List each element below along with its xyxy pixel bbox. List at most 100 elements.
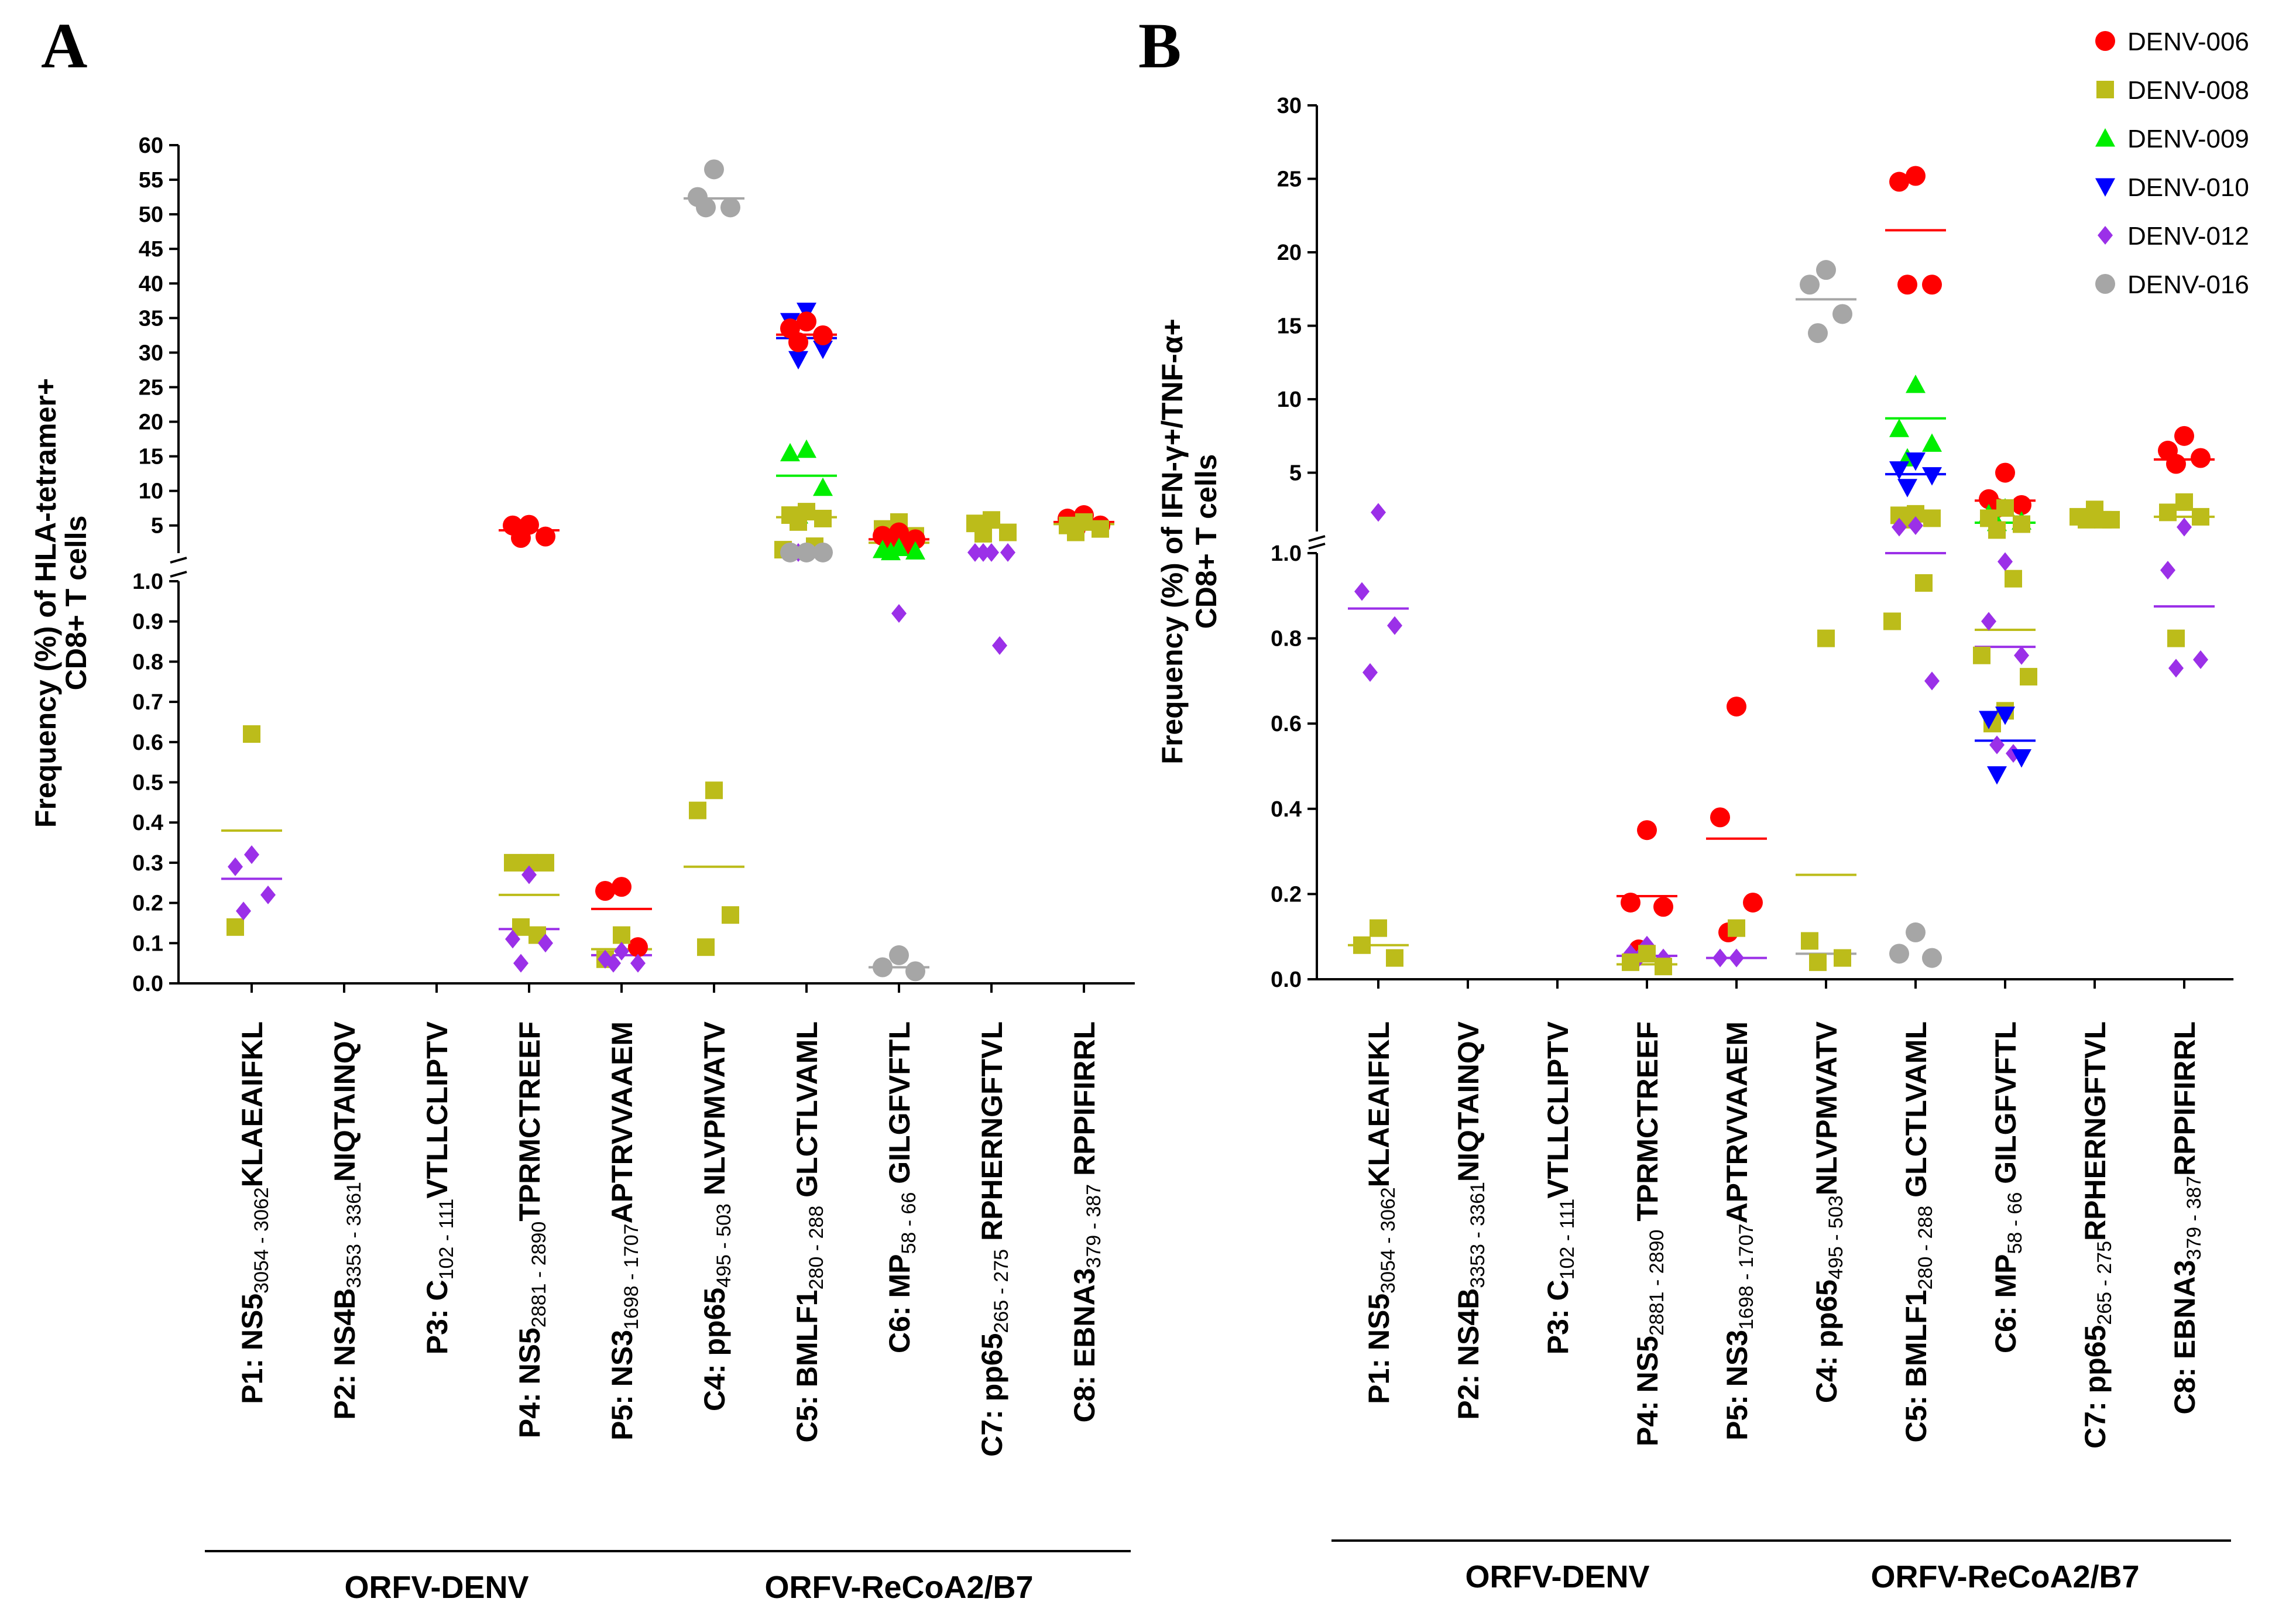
- y-tick-label: 0.2: [1271, 882, 1302, 907]
- legend-marker: [2098, 226, 2113, 245]
- data-point: [788, 351, 808, 370]
- y-tick-label: 30: [139, 341, 163, 365]
- category-peptide: NIQTAINQV: [1452, 1021, 1485, 1182]
- x-tick-label: P1: NS53054 - 3062KLAEAIFKL: [236, 1021, 273, 1404]
- category-peptide: GILGFVFTL: [1989, 1021, 2022, 1192]
- y-tick-label: 0.8: [132, 650, 163, 674]
- data-point: [628, 937, 648, 958]
- category-subscript: 3054 - 3062: [1377, 1187, 1399, 1294]
- data-point: [614, 942, 629, 961]
- x-tick-label: C8: EBNA3379 - 387 RPPIFIRRL: [1068, 1021, 1105, 1422]
- data-point: [1000, 543, 1015, 562]
- data-point: [1922, 433, 1942, 452]
- x-tick-label: P1: NS53054 - 3062KLAEAIFKL: [1363, 1021, 1399, 1404]
- data-point: [1995, 462, 2015, 483]
- category-main: P5: NS3: [1721, 1330, 1753, 1440]
- legend-marker: [2095, 274, 2115, 294]
- data-point: [1897, 479, 1917, 498]
- category-subscript: 2881 - 2890: [1646, 1230, 1668, 1336]
- category-main: C7: pp65: [976, 1333, 1008, 1457]
- y-tick-label: 1.0: [132, 570, 163, 594]
- data-point: [722, 906, 739, 924]
- data-point: [1998, 552, 2013, 571]
- y-axis-label: Frequency (%) of HLA-tetramer+: [29, 378, 62, 828]
- data-point: [1710, 807, 1730, 828]
- x-tick-label: C5: BMLF1280 - 288 GLCTLVAML: [1900, 1021, 1937, 1443]
- category-subscript: 1698 - 1707: [1735, 1223, 1758, 1330]
- category-peptide: KLAEAIFKL: [1363, 1021, 1395, 1187]
- data-point: [1834, 949, 1851, 967]
- data-point: [813, 341, 833, 359]
- axis-break-mark: [1308, 543, 1326, 550]
- category-subscript: 1698 - 1707: [620, 1223, 643, 1330]
- category-peptide: RPHERNGFTVL: [976, 1021, 1008, 1249]
- y-tick-label: 50: [139, 203, 163, 227]
- data-point: [1353, 936, 1371, 954]
- data-point: [2020, 668, 2037, 686]
- legend-marker: [2095, 31, 2115, 51]
- data-point: [1363, 663, 1378, 682]
- group-label: ORFV-DENV: [1465, 1559, 1649, 1594]
- data-point: [1987, 766, 2007, 785]
- data-point: [705, 781, 723, 800]
- x-tick-label: P2: NS4B3353 - 3361NIQTAINQV: [328, 1021, 365, 1419]
- data-point: [606, 954, 621, 973]
- data-point: [1922, 467, 1942, 486]
- y-tick-label: 0.0: [1271, 968, 1302, 992]
- data-point: [697, 938, 715, 956]
- category-peptide: TPRMCTREEF: [513, 1021, 546, 1222]
- panel-letter-b: B: [1138, 10, 1181, 81]
- category-main: P1: NS5: [1363, 1294, 1395, 1404]
- data-point: [974, 524, 992, 543]
- category-subscript: 58 - 66: [898, 1192, 920, 1254]
- y-axis-label: CD8+ T cells: [60, 516, 92, 691]
- category-peptide: APTRVVAAEM: [1721, 1021, 1753, 1223]
- category-peptide: NLVPMVATV: [698, 1021, 731, 1203]
- x-tick-label: C6: MP58 - 66 GILGFVFTL: [883, 1021, 920, 1353]
- data-point: [967, 543, 983, 562]
- legend-label: DENV-008: [2127, 76, 2249, 105]
- category-main: C6: MP: [883, 1254, 916, 1353]
- data-point: [814, 509, 832, 527]
- data-point: [1906, 166, 1926, 186]
- x-tick-label: P4: NS52881 - 2890 TPRMCTREEF: [1631, 1021, 1668, 1446]
- legend-marker: [2095, 178, 2115, 197]
- data-point: [1915, 574, 1933, 592]
- category-peptide: NIQTAINQV: [328, 1021, 361, 1182]
- data-point: [244, 845, 259, 865]
- category-peptide: VTLLCLIPTV: [1542, 1021, 1574, 1198]
- data-point: [1370, 919, 1387, 937]
- y-tick-label: 0.4: [132, 811, 163, 835]
- category-subscript: 58 - 66: [2004, 1192, 2026, 1254]
- data-point: [790, 513, 807, 531]
- category-subscript: 495 - 503: [1825, 1195, 1847, 1280]
- data-point: [521, 865, 537, 884]
- data-point: [1801, 932, 1818, 950]
- group-label: ORFV-ReCoA2/B7: [1871, 1559, 2139, 1594]
- category-main: C4: pp65: [1810, 1280, 1843, 1403]
- category-main: C6: MP: [1989, 1254, 2022, 1353]
- category-subscript: 2881 - 2890: [528, 1222, 550, 1328]
- data-point: [720, 197, 740, 218]
- data-point: [260, 885, 276, 904]
- category-main: P2: NS4B: [1452, 1288, 1485, 1420]
- group-label: ORFV-DENV: [344, 1570, 528, 1605]
- x-tick-label: P3: C102 - 111VTLLCLIPTV: [421, 1021, 458, 1354]
- panel-a-chart: 0.0 0.1 0.2 0.3 0.4 0.5 0.6 0.7 0.8 0.9 1.0 5 10 15 20…: [29, 133, 1135, 1605]
- data-point: [891, 603, 907, 623]
- category-main: C7: pp65: [2079, 1325, 2112, 1449]
- y-tick-label: 10: [1277, 387, 1302, 412]
- data-point: [905, 541, 925, 560]
- category-subscript: 280 - 288: [805, 1206, 828, 1290]
- category-main: C5: BMLF1: [1900, 1289, 1933, 1442]
- category-main: C8: EBNA3: [2168, 1260, 2201, 1415]
- data-point: [1923, 509, 1941, 527]
- data-point: [797, 542, 816, 563]
- y-tick-label: 25: [1277, 167, 1302, 192]
- data-point: [1973, 646, 1990, 664]
- data-point: [1638, 945, 1656, 963]
- x-tick-label: C6: MP58 - 66 GILGFVFTL: [1989, 1021, 2026, 1353]
- data-point: [1897, 275, 1917, 295]
- data-point: [1743, 892, 1763, 913]
- data-point: [2078, 510, 2095, 529]
